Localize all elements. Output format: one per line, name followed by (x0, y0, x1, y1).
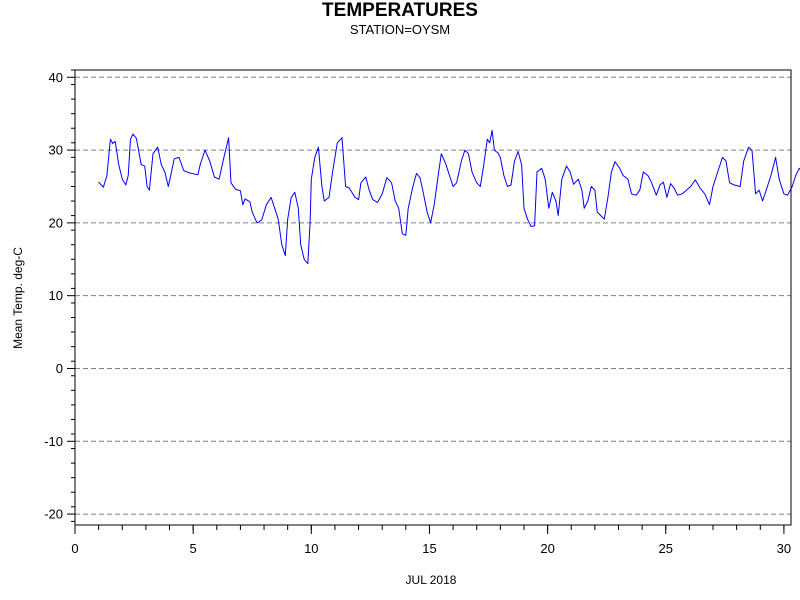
x-tick-label: 10 (304, 541, 318, 556)
y-tick-label: 40 (49, 70, 63, 85)
x-tick-label: 0 (71, 541, 78, 556)
chart-title: TEMPERATURES (322, 0, 478, 21)
y-axis: -20 -10 0 10 20 30 40 (44, 69, 75, 522)
y-tick-label: 20 (49, 215, 63, 230)
y-tick-label: -10 (44, 434, 63, 449)
chart-subtitle: STATION=OYSM (349, 22, 451, 37)
plot-frame (74, 69, 792, 526)
x-axis: 0 5 10 15 20 25 30 (71, 525, 791, 556)
y-tick-label: 10 (49, 288, 63, 303)
x-tick-label: 5 (190, 541, 197, 556)
x-tick-label: 30 (777, 541, 791, 556)
series-line (98, 129, 800, 265)
series-layer (98, 129, 800, 265)
y-tick-label: 30 (49, 143, 63, 158)
x-tick-label: 20 (540, 541, 554, 556)
y-tick-label: 0 (56, 361, 63, 376)
x-axis-label: JUL 2018 (405, 573, 457, 587)
grid-lines (75, 76, 791, 515)
y-tick-label: -20 (44, 507, 63, 522)
x-tick-label: 15 (422, 541, 436, 556)
x-tick-label: 25 (659, 541, 673, 556)
